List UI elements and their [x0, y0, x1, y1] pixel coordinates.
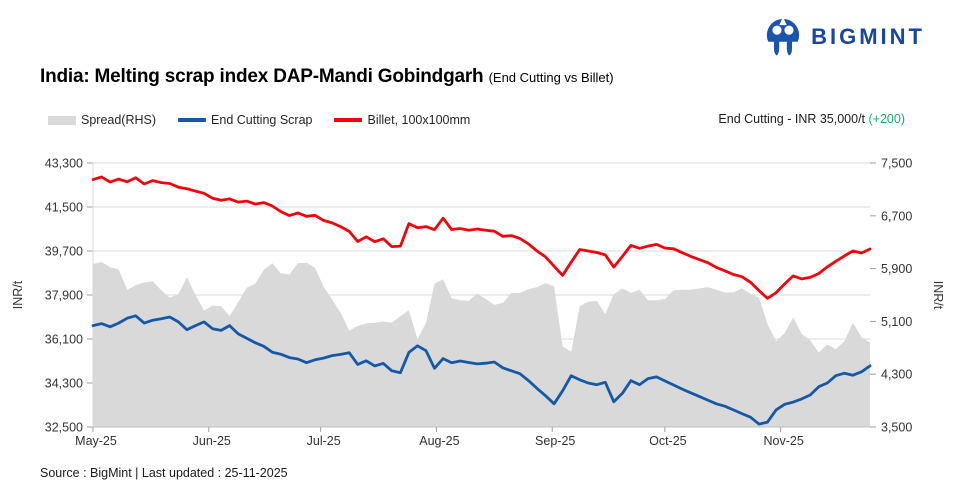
left-axis-title: INR/t: [11, 280, 25, 309]
left-axis-tick-label: 43,300: [45, 157, 83, 171]
right-axis-tick-label: 5,100: [881, 315, 912, 329]
right-axis-title: INR/t: [931, 281, 945, 310]
legend-swatch: [334, 118, 363, 122]
end-cutting-line-series: [91, 314, 872, 426]
legend-swatch: [48, 115, 76, 125]
left-axis-tick-label: 36,100: [45, 333, 83, 347]
legend-label: Spread(RHS): [81, 113, 157, 127]
right-axis-tick-label: 7,500: [881, 157, 912, 171]
left-axis-tick-label: 32,500: [45, 421, 83, 435]
legend-swatch: [178, 118, 207, 122]
bigmint-logo-icon: [766, 17, 801, 58]
latest-price-annotation: End Cutting - INR 35,000/t (+200): [718, 112, 905, 126]
x-axis-tick-label: Jun-25: [193, 434, 231, 448]
bigmint-logo: BIGMINT: [764, 16, 925, 58]
left-axis-tick-label: 37,900: [45, 289, 83, 303]
title-suffix: (End Cutting vs Billet): [488, 70, 614, 85]
legend-label: End Cutting Scrap: [211, 113, 313, 127]
x-axis-tick-label: Oct-25: [649, 434, 687, 448]
billet-line-series: [91, 175, 872, 300]
title-main: India: Melting scrap index DAP-Mandi Gob…: [40, 66, 484, 87]
right-axis-tick-label: 4,300: [881, 368, 912, 382]
x-axis-tick-label: Aug-25: [419, 434, 459, 448]
latest-price-text: End Cutting - INR 35,000/t: [718, 112, 869, 126]
legend-label: Billet, 100x100mm: [367, 113, 471, 127]
legend-item-0: Spread(RHS): [48, 113, 156, 127]
x-axis-tick-label: Jul-25: [307, 434, 341, 448]
page-title: India: Melting scrap index DAP-Mandi Gob…: [40, 66, 614, 88]
bigmint-logo-text: BIGMINT: [811, 24, 925, 49]
legend-item-1: End Cutting Scrap: [178, 113, 312, 127]
right-axis-tick-label: 6,700: [881, 209, 912, 223]
legend: Spread(RHS) End Cutting Scrap Billet, 100x…: [48, 113, 470, 127]
price-change-badge: (+200): [868, 112, 905, 126]
right-axis-tick-label: 3,500: [881, 421, 912, 435]
source-note: Source : BigMint | Last updated : 25-11-…: [40, 466, 288, 480]
x-axis-tick-label: May-25: [75, 434, 117, 448]
legend-item-2: Billet, 100x100mm: [334, 113, 470, 127]
x-axis-tick-label: Nov-25: [763, 434, 803, 448]
left-axis-tick-label: 41,500: [45, 201, 83, 215]
left-axis-tick-label: 34,300: [45, 377, 83, 391]
left-axis-tick-label: 39,700: [45, 245, 83, 259]
x-axis-tick-label: Sep-25: [535, 434, 575, 448]
right-axis-tick-label: 5,900: [881, 262, 912, 276]
